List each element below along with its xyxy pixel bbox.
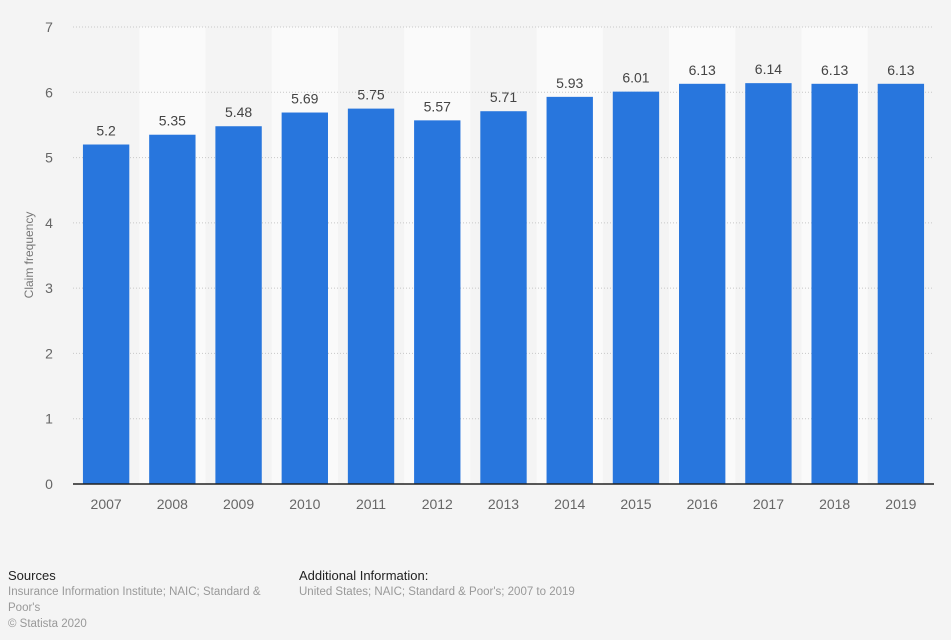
- sources-heading: Sources: [8, 568, 56, 583]
- value-label: 5.35: [159, 113, 186, 129]
- value-label: 5.71: [490, 89, 517, 105]
- value-label: 5.93: [556, 75, 583, 91]
- value-label: 5.75: [357, 87, 384, 103]
- x-tick-label: 2011: [356, 496, 386, 512]
- y-tick-label: 1: [45, 411, 53, 427]
- value-label: 6.13: [887, 62, 914, 78]
- x-tick-label: 2009: [223, 496, 254, 512]
- bar: [215, 126, 262, 484]
- value-label: 6.13: [821, 62, 848, 78]
- bar-chart: 0 1 2 3 4 5 6 7 Claim frequency 5.2 5.35 5.48 5.69…: [22, 19, 934, 512]
- y-tick-label: 3: [45, 280, 53, 296]
- bar: [480, 111, 527, 485]
- bar: [877, 83, 925, 484]
- bar: [347, 108, 395, 484]
- value-label: 5.48: [225, 104, 252, 120]
- value-label: 6.14: [755, 61, 782, 77]
- x-tick-label: 2012: [422, 496, 453, 512]
- value-label: 5.69: [291, 91, 318, 107]
- footer-sources: Sources Insurance Information Institute;…: [8, 568, 288, 632]
- bar: [546, 96, 593, 484]
- x-tick-label: 2017: [753, 496, 784, 512]
- y-tick-label: 7: [45, 19, 53, 35]
- y-tick-label: 6: [45, 84, 53, 100]
- y-tick-label: 2: [45, 345, 53, 361]
- value-label: 5.2: [96, 123, 116, 139]
- additional-info-heading: Additional Information:: [299, 568, 429, 583]
- value-label: 5.57: [424, 98, 451, 114]
- x-tick-label: 2015: [620, 496, 651, 512]
- x-tick-label: 2019: [885, 496, 916, 512]
- copyright: © Statista 2020: [8, 618, 87, 630]
- x-tick-label: 2014: [554, 496, 585, 512]
- y-tick-label: 5: [45, 150, 53, 166]
- y-axis-label: Claim frequency: [22, 212, 36, 299]
- x-axis-ticks: 2007 2008 2009 2010 2011 2012 2013 2014 2015 2016…: [91, 496, 917, 512]
- bar: [149, 134, 196, 484]
- x-tick-label: 2016: [687, 496, 718, 512]
- value-labels: 5.2 5.35 5.48 5.69 5.75 5.57 5.71 5.93 6.01 6.13 6…: [96, 61, 914, 138]
- x-tick-label: 2013: [488, 496, 519, 512]
- bar: [745, 83, 792, 484]
- x-tick-label: 2018: [819, 496, 850, 512]
- footer-additional-info: Additional Information: United States; N…: [299, 568, 679, 600]
- bar: [679, 83, 726, 484]
- bar: [281, 112, 328, 484]
- value-label: 6.13: [689, 62, 716, 78]
- x-tick-label: 2008: [157, 496, 188, 512]
- value-label: 6.01: [622, 70, 649, 86]
- bar: [82, 144, 130, 484]
- bar: [414, 120, 461, 484]
- bars: [82, 83, 925, 485]
- y-axis-ticks: 0 1 2 3 4 5 6 7: [45, 19, 53, 492]
- y-tick-label: 0: [45, 476, 53, 492]
- x-tick-label: 2007: [91, 496, 122, 512]
- additional-info-text: United States; NAIC; Standard & Poor's; …: [299, 586, 575, 598]
- sources-text: Insurance Information Institute; NAIC; S…: [8, 586, 261, 614]
- bar: [612, 91, 660, 484]
- bar: [811, 83, 858, 484]
- x-tick-label: 2010: [289, 496, 320, 512]
- y-tick-label: 4: [45, 215, 53, 231]
